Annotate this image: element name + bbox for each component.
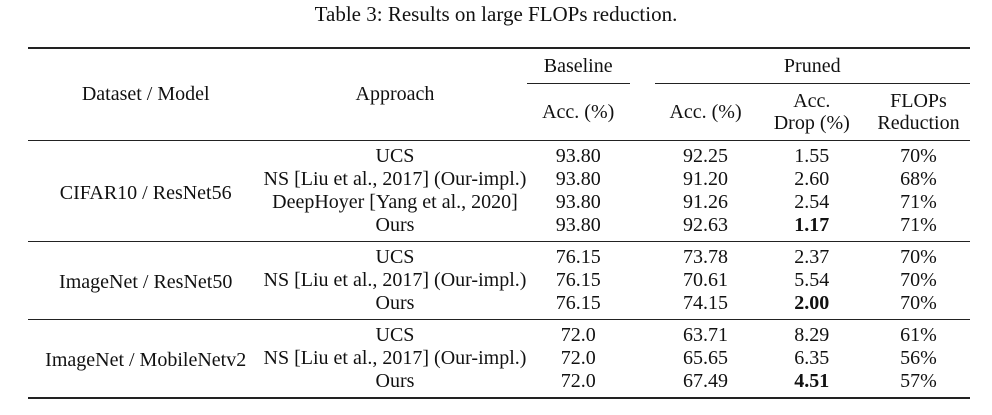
cell-acc-drop: 8.29 (794, 324, 830, 346)
group-dataset: ImageNet / ResNet50 (59, 271, 233, 293)
cell-baseline: 76.15 (555, 246, 601, 268)
group-dataset: ImageNet / MobileNetv2 (45, 349, 247, 371)
header-pruned-acc: Acc. (%) (669, 101, 742, 123)
header-approach: Approach (355, 83, 435, 105)
table-row: Ours 72.0 67.49 4.51 57% (28, 370, 970, 398)
cell-baseline: 72.0 (560, 347, 596, 369)
cell-acc-drop: 6.35 (794, 347, 830, 369)
cell-flops: 56% (900, 347, 937, 369)
header-flops: FLOPs Reduction (867, 84, 970, 141)
cell-flops: 68% (900, 168, 937, 190)
cell-acc-drop: 2.60 (794, 168, 830, 190)
cell-baseline: 76.15 (555, 292, 601, 314)
cell-acc-drop-best: 1.17 (794, 214, 830, 236)
cell-acc-drop-best: 2.00 (794, 292, 830, 314)
cell-flops: 70% (900, 145, 937, 167)
cell-flops: 71% (900, 214, 937, 236)
table-caption: Table 3: Results on large FLOPs reductio… (314, 2, 678, 26)
table-row: Ours 76.15 74.15 2.00 70% (28, 292, 970, 320)
cell-pruned-acc: 73.78 (683, 246, 729, 268)
cell-approach: UCS (375, 145, 415, 167)
header-acc-drop: Acc. Drop (%) (757, 84, 867, 141)
header-dataset-model: Dataset / Model (81, 83, 210, 105)
group-dataset: CIFAR10 / ResNet56 (59, 181, 232, 204)
table-row: CIFAR10 / ResNet56 UCS 93.80 92.25 1.55 … (28, 140, 970, 204)
cell-baseline: 72.0 (560, 324, 596, 346)
cell-approach: UCS (375, 324, 415, 346)
cell-acc-drop: 2.54 (794, 191, 830, 213)
cell-approach: NS [Liu et al., 2017] (Our-impl.) (263, 269, 527, 291)
cell-approach: NS [Liu et al., 2017] (Our-impl.) (263, 347, 527, 369)
cell-pruned-acc: 67.49 (683, 370, 729, 392)
cell-pruned-acc: 92.25 (683, 145, 729, 167)
cell-acc-drop: 2.37 (794, 246, 830, 268)
header-row-2: Acc. (%) Acc. (%) Acc. Drop (%) FLOPs Re… (28, 84, 970, 141)
cell-pruned-acc: 70.61 (683, 269, 729, 291)
table-row: NS [Liu et al., 2017] (Our-impl.) 93.80 … (28, 168, 970, 191)
cell-flops: 57% (900, 370, 937, 392)
cell-approach: Ours (375, 292, 415, 314)
table-row: NS [Liu et al., 2017] (Our-impl.) 72.0 6… (28, 347, 970, 370)
cell-flops: 61% (900, 324, 937, 346)
cell-acc-drop: 1.55 (794, 145, 830, 167)
header-pruned: Pruned (654, 48, 970, 84)
cell-baseline: 93.80 (555, 214, 601, 236)
cell-approach: DeepHoyer [Yang et al., 2020] (272, 191, 518, 213)
cell-approach: Ours (375, 214, 415, 236)
header-acc-drop-line1: Acc. (793, 90, 831, 112)
header-baseline: Baseline (526, 48, 630, 84)
results-table: Dataset / Model Approach Baseline Pruned… (28, 47, 970, 399)
cell-baseline: 72.0 (560, 370, 596, 392)
cell-pruned-acc: 74.15 (683, 292, 729, 314)
cell-pruned-acc: 65.65 (683, 347, 729, 369)
cell-baseline: 93.80 (555, 168, 601, 190)
table-row: ImageNet / MobileNetv2 UCS 72.0 63.71 8.… (28, 319, 970, 371)
header-flops-line1: FLOPs (890, 90, 947, 112)
cell-pruned-acc: 91.26 (683, 191, 729, 213)
header-row-1: Dataset / Model Approach Baseline Pruned (28, 48, 970, 105)
table-row: ImageNet / ResNet50 UCS 76.15 73.78 2.37… (28, 241, 970, 293)
cell-pruned-acc: 92.63 (683, 214, 729, 236)
cell-flops: 71% (900, 191, 937, 213)
cell-approach: NS [Liu et al., 2017] (Our-impl.) (263, 168, 527, 190)
cell-acc-drop-best: 4.51 (794, 370, 830, 392)
cell-flops: 70% (900, 246, 937, 268)
table-row: DeepHoyer [Yang et al., 2020] 93.80 91.2… (28, 191, 970, 214)
header-baseline-acc: Acc. (%) (542, 101, 615, 123)
cell-acc-drop: 5.54 (794, 269, 830, 291)
cell-baseline: 93.80 (555, 191, 601, 213)
cell-approach: Ours (375, 370, 415, 392)
cell-approach: UCS (375, 246, 415, 268)
cell-pruned-acc: 63.71 (683, 324, 729, 346)
cell-baseline: 76.15 (555, 269, 601, 291)
header-acc-drop-line2: Drop (%) (773, 112, 850, 134)
cell-flops: 70% (900, 269, 937, 291)
header-flops-line2: Reduction (877, 112, 960, 134)
cell-pruned-acc: 91.20 (683, 168, 729, 190)
table-row: NS [Liu et al., 2017] (Our-impl.) 76.15 … (28, 269, 970, 292)
cell-flops: 70% (900, 292, 937, 314)
table-row: Ours 93.80 92.63 1.17 71% (28, 214, 970, 242)
cell-baseline: 93.80 (555, 145, 601, 167)
